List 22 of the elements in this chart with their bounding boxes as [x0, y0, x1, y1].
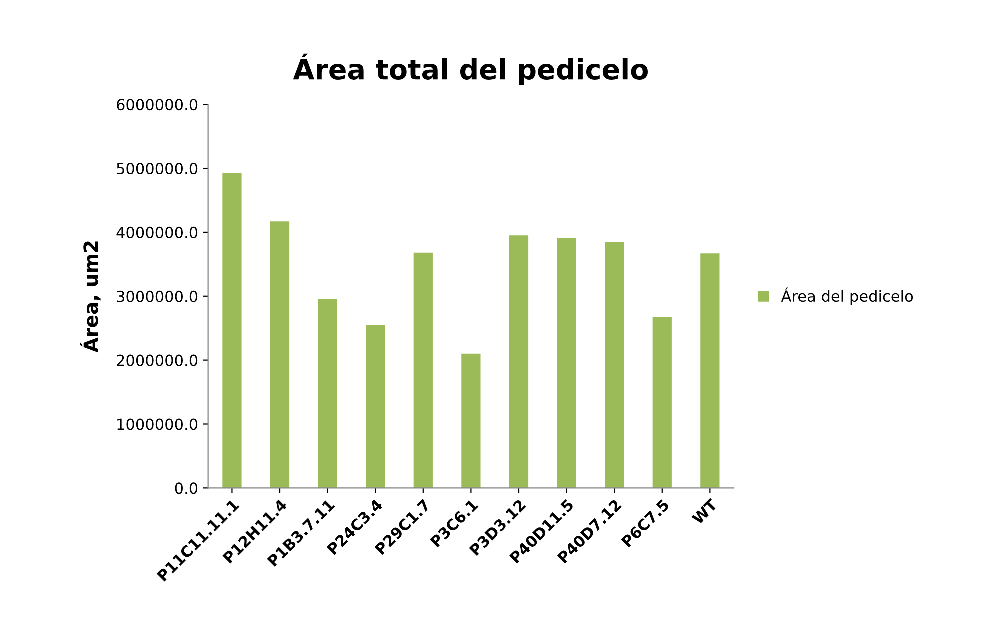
bar: [605, 242, 624, 488]
y-tick-label: 4000000.0: [116, 226, 198, 238]
y-tick-label: 5000000.0: [117, 163, 198, 175]
bar: [366, 325, 386, 488]
y-tick-label: 0.0: [175, 482, 198, 494]
legend-label: Área del pedicelo: [781, 288, 914, 306]
bar: [652, 317, 672, 488]
bar: [509, 236, 529, 488]
bar: [557, 238, 576, 488]
y-axis-title: Área, um2: [80, 242, 101, 353]
y-tick-label: 1000000.0: [118, 418, 198, 430]
bar: [414, 252, 433, 488]
bar: [222, 173, 242, 488]
bar: [700, 254, 720, 488]
bar: [270, 222, 290, 488]
bar: [462, 354, 481, 488]
y-tick-label: 3000000.0: [117, 290, 198, 302]
chart-title: Área total del pedicelo: [293, 54, 648, 86]
x-tick-label: WT: [692, 498, 718, 526]
y-tick-label: 2000000.0: [117, 354, 198, 366]
bar: [318, 298, 338, 488]
y-tick-label: 6000000.0: [117, 99, 198, 111]
